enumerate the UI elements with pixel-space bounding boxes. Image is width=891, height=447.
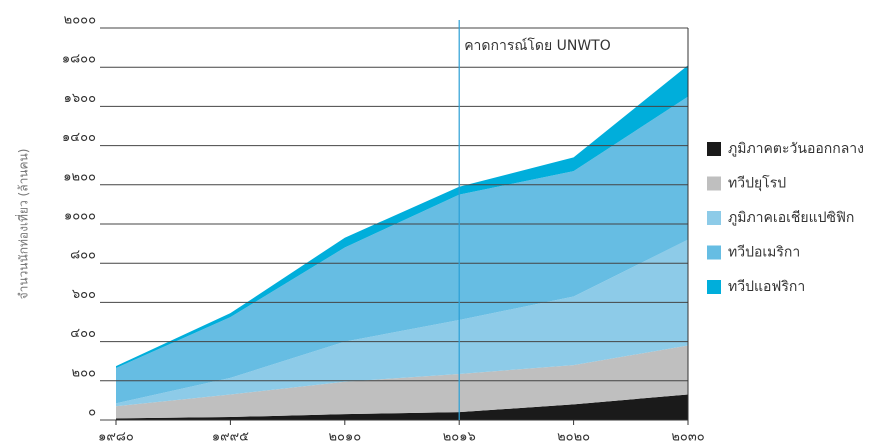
- area: [116, 65, 688, 369]
- legend-swatch: [707, 211, 721, 225]
- y-tick-label: ๔๐๐: [70, 326, 96, 341]
- legend-label: ภูมิภาคเอเชียแปซิฟิก: [728, 210, 854, 226]
- x-tick-label: ๒๐๑๖: [443, 430, 476, 445]
- legend-swatch: [707, 176, 721, 191]
- y-tick-label: ๑๒๐๐: [63, 169, 96, 184]
- y-tick-label: ๑๐๐๐: [64, 209, 96, 224]
- y-tick-label: ๑๔๐๐: [62, 130, 96, 145]
- legend-label: ทวีปแอฟริกา: [728, 279, 805, 295]
- annotation: คาดการณ์โดย UNWTO: [464, 37, 611, 54]
- y-tick-label: ๒๐๐: [72, 365, 97, 380]
- y-tick-label: ๘๐๐: [70, 248, 96, 263]
- legend-swatch: [707, 142, 721, 156]
- area: [116, 239, 688, 407]
- y-tick-label: ๒๐๐๐: [64, 13, 96, 28]
- x-tick-label: ๒๐๑๐: [328, 430, 361, 445]
- legend-label: ภูมิภาคตะวันออกกลาง: [728, 141, 864, 157]
- legend-label: ทวีปอเมริกา: [728, 245, 800, 261]
- area: [116, 96, 688, 404]
- y-tick-label: ๐: [88, 405, 96, 420]
- x-tick-label: ๑๙๘๐: [98, 430, 134, 445]
- y-axis-label: จำนวนนักท่องเที่ยว (ล้านคน): [15, 149, 31, 300]
- area: [116, 345, 688, 419]
- x-tick-label: ๒๐๓๐: [671, 430, 704, 445]
- x-tick-label: ๑๙๙๕: [212, 430, 249, 445]
- x-tick-label: ๒๐๒๐: [557, 430, 590, 445]
- y-tick-label: ๖๐๐: [72, 287, 96, 302]
- legend-swatch: [707, 245, 721, 260]
- area: [116, 394, 688, 420]
- legend-label: ทวีปยุโรป: [728, 175, 786, 192]
- legend-swatch: [707, 280, 721, 294]
- y-tick-label: ๑๘๐๐: [62, 52, 96, 67]
- y-tick-label: ๑๖๐๐: [64, 91, 96, 106]
